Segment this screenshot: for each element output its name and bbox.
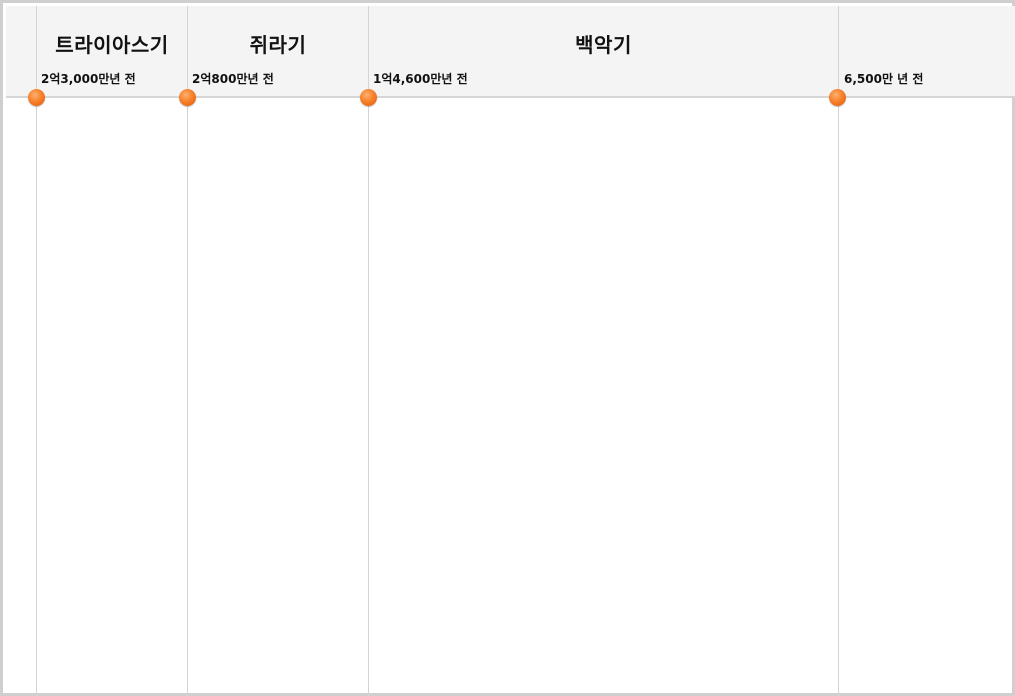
boundary-line-3 xyxy=(368,6,369,696)
boundary-line-2 xyxy=(187,6,188,696)
boundary-marker-2 xyxy=(179,89,196,106)
boundary-line-4 xyxy=(838,6,839,696)
period-jurassic: 쥐라기 xyxy=(249,33,307,57)
boundary-marker-3 xyxy=(360,89,377,106)
period-cretaceous: 백악기 xyxy=(575,33,632,57)
boundary-marker-4 xyxy=(829,89,846,106)
timeline-header xyxy=(6,6,1015,98)
boundary-label-1: 2억3,000만년 전 xyxy=(41,72,136,86)
period-triassic: 트라이아스기 xyxy=(55,33,169,57)
boundary-label-2: 2억800만년 전 xyxy=(192,72,274,86)
boundary-marker-1 xyxy=(28,89,45,106)
boundary-line-1 xyxy=(36,6,37,696)
boundary-label-4: 6,500만 년 전 xyxy=(844,72,924,86)
boundary-label-3: 1억4,600만년 전 xyxy=(373,72,468,86)
